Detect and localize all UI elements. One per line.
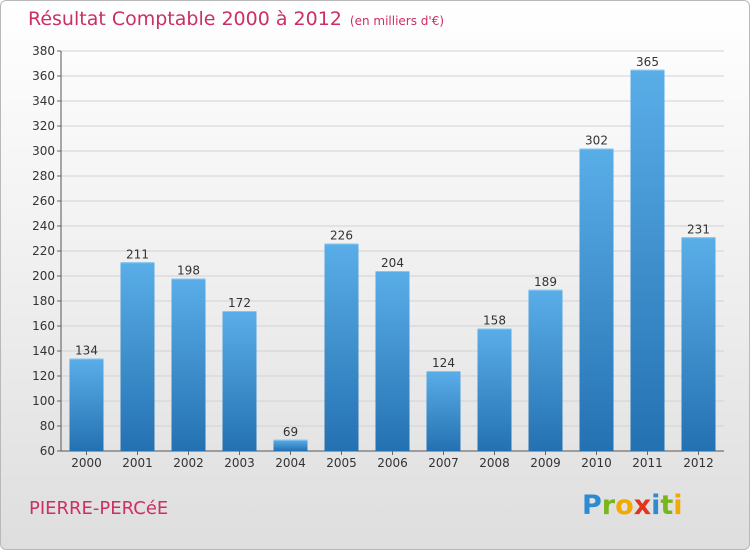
value-label: 226 [330, 229, 353, 243]
value-labels: 134 211 198 172 69 226 204 124 158 189 302 365 231 [75, 55, 710, 439]
y-tick-label: 220 [32, 244, 55, 258]
bar [273, 439, 308, 451]
commune-name: PIERRE-PERCéE [29, 498, 169, 519]
x-tick-label: 2004 [275, 456, 306, 470]
logo-letter: i [673, 490, 683, 521]
x-tick-label: 2009 [530, 456, 561, 470]
value-label: 211 [126, 247, 149, 261]
y-tick-label: 240 [32, 219, 55, 233]
y-tick-label: 80 [40, 419, 55, 433]
bar [528, 289, 563, 451]
y-tick-label: 280 [32, 169, 55, 183]
value-label: 172 [228, 296, 251, 310]
logo-letter: o [615, 490, 634, 521]
chart-title: Résultat Comptable 2000 à 2012 (en millie… [28, 8, 444, 30]
bar [375, 271, 410, 451]
x-tick-label: 2012 [683, 456, 714, 470]
bar [630, 69, 665, 451]
y-tick-label: 100 [32, 394, 55, 408]
x-tick-label: 2002 [173, 456, 204, 470]
axes: 60 80 100 120 140 160 180 200 220 240 260 280 300 320… [32, 44, 724, 470]
y-tick-label: 120 [32, 369, 55, 383]
value-label: 134 [75, 344, 98, 358]
x-tick-label: 2000 [71, 456, 102, 470]
bar [69, 358, 104, 451]
y-tick-label: 140 [32, 344, 55, 358]
bar [579, 148, 614, 451]
logo-letter: i [651, 490, 661, 521]
value-label: 158 [483, 314, 506, 328]
chart-subtitle: (en milliers d'€) [349, 14, 445, 28]
x-tick-label: 2007 [428, 456, 459, 470]
y-tick-label: 300 [32, 144, 55, 158]
bar [222, 311, 257, 451]
bar [681, 237, 716, 451]
bars [69, 69, 716, 451]
value-label: 365 [636, 55, 659, 69]
y-tick-label: 340 [32, 94, 55, 108]
proxiti-logo: Proxiti [582, 490, 683, 521]
y-tick-label: 260 [32, 194, 55, 208]
x-tick-label: 2010 [581, 456, 612, 470]
logo-letter: t [660, 490, 674, 521]
y-tick-label: 200 [32, 269, 55, 283]
bar [171, 278, 206, 451]
y-tick-label: 380 [32, 44, 55, 58]
x-tick-label: 2011 [632, 456, 663, 470]
value-label: 69 [283, 425, 298, 439]
y-tick-label: 60 [40, 444, 55, 458]
value-label: 198 [177, 264, 200, 278]
bar [426, 371, 461, 451]
x-tick-label: 2005 [326, 456, 357, 470]
y-tick-label: 180 [32, 294, 55, 308]
value-label: 189 [534, 275, 557, 289]
value-label: 302 [585, 134, 608, 148]
bar [477, 328, 512, 451]
value-label: 231 [687, 222, 710, 236]
x-tick-label: 2006 [377, 456, 408, 470]
value-label: 124 [432, 356, 455, 370]
y-tick-label: 320 [32, 119, 55, 133]
x-tick-label: 2003 [224, 456, 255, 470]
bar [324, 243, 359, 451]
logo-letter: r [601, 490, 616, 521]
bar [120, 262, 155, 451]
value-label: 204 [381, 256, 404, 270]
x-tick-label: 2001 [122, 456, 153, 470]
y-tick-label: 160 [32, 319, 55, 333]
x-tick-label: 2008 [479, 456, 510, 470]
logo-letter: P [582, 490, 602, 521]
y-tick-label: 360 [32, 69, 55, 83]
logo-letter: x [633, 490, 652, 521]
title-text: Résultat Comptable 2000 à 2012 [28, 8, 342, 30]
